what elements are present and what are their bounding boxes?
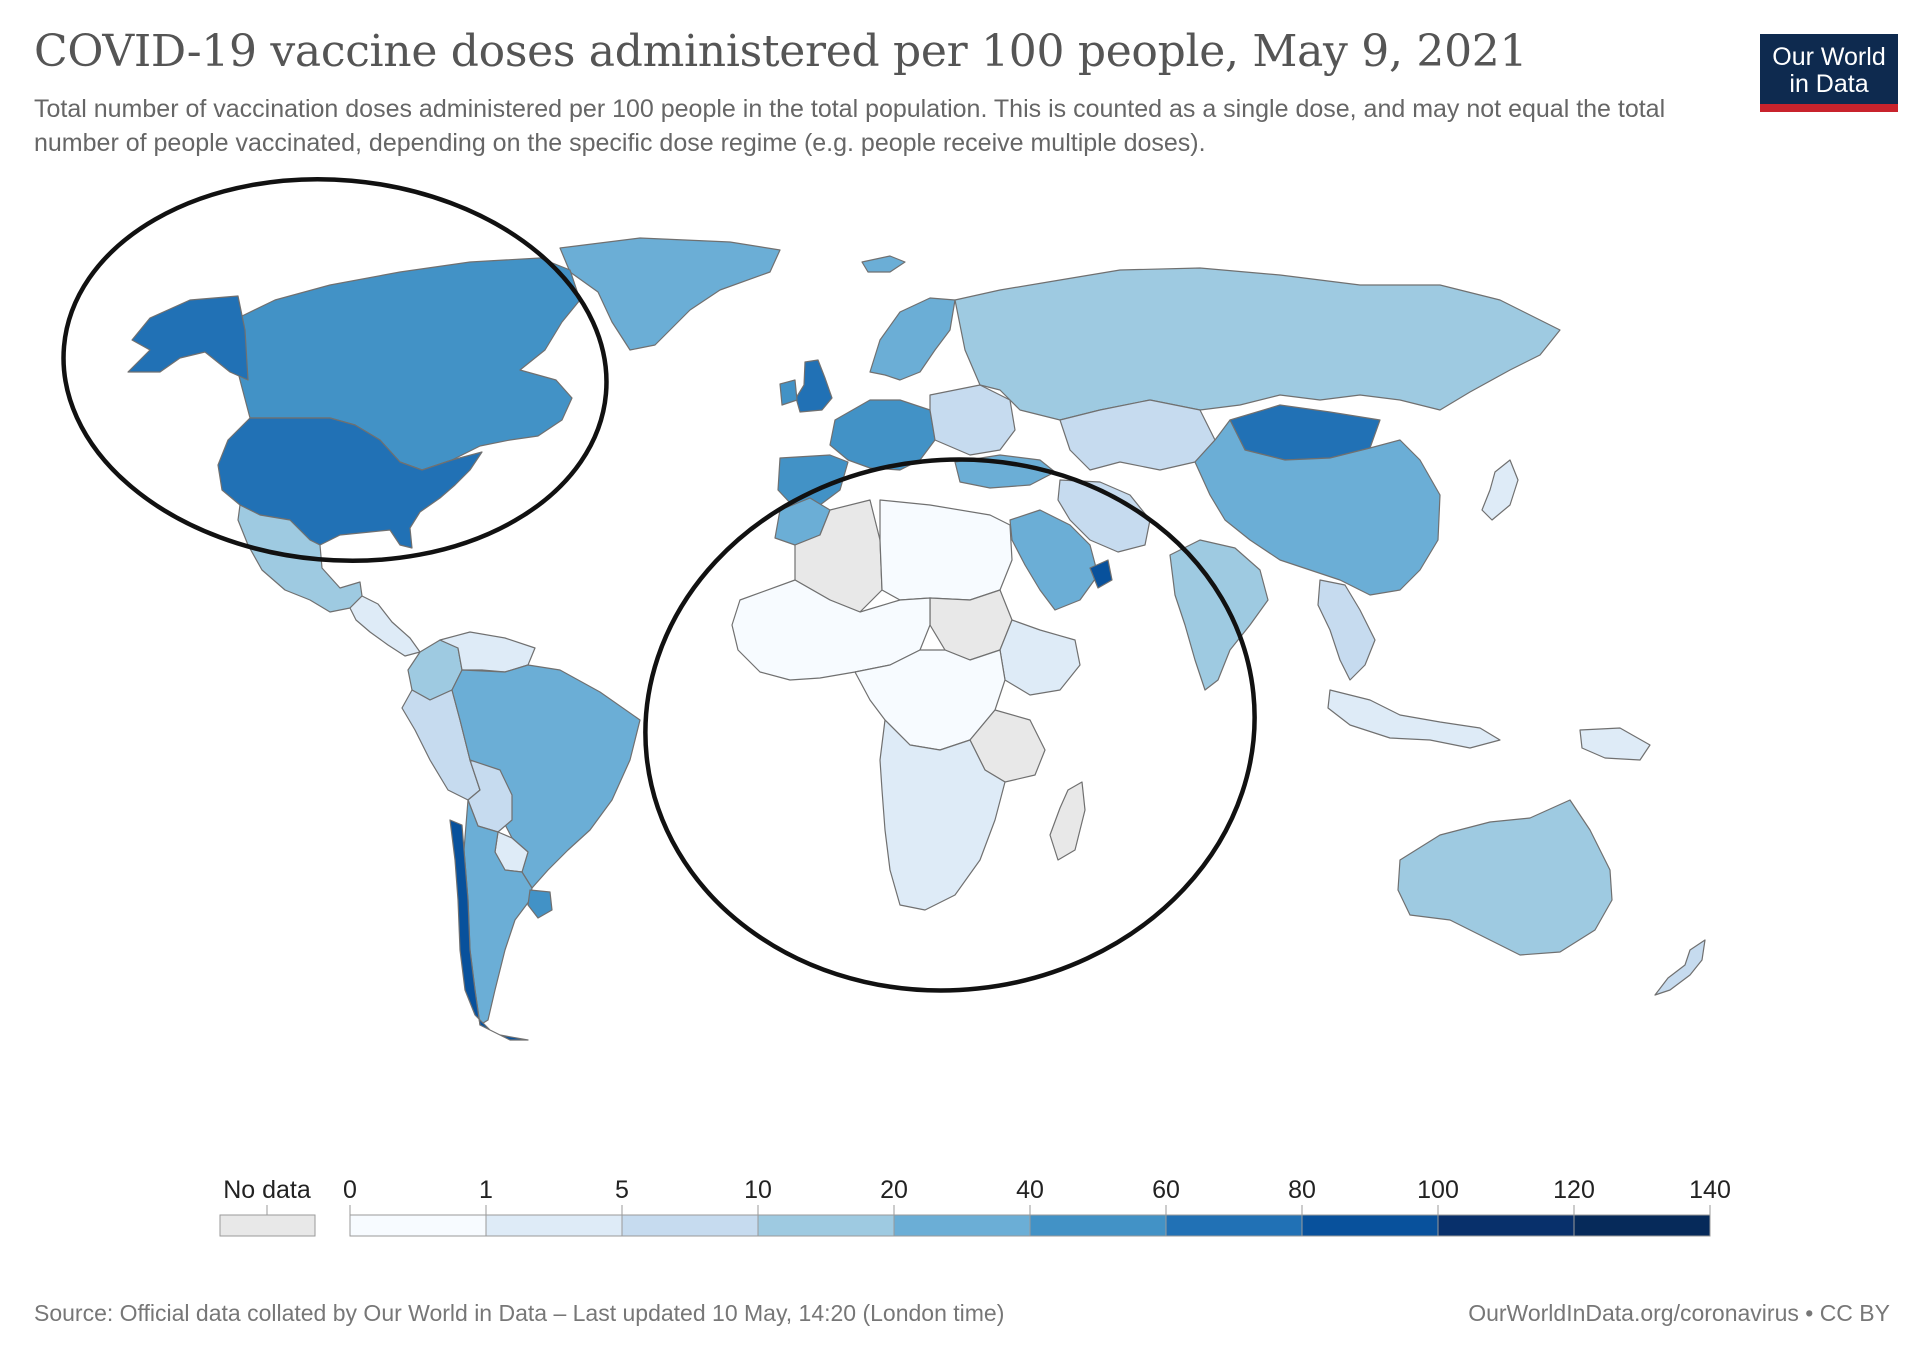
- region-uk[interactable]: [795, 359, 833, 413]
- region-australia[interactable]: [1397, 799, 1613, 956]
- region-southeast-asia[interactable]: [1317, 579, 1376, 681]
- region-madagascar[interactable]: [1049, 781, 1086, 861]
- source-note: Source: Official data collated by Our Wo…: [34, 1300, 1005, 1326]
- legend-bin: [1437, 1214, 1575, 1237]
- region-new-zealand[interactable]: [1654, 939, 1706, 996]
- legend-bin: [1301, 1214, 1439, 1237]
- legend-tick-label: 140: [1689, 1176, 1731, 1204]
- region-uruguay[interactable]: [527, 889, 553, 919]
- region-western-europe[interactable]: [829, 399, 936, 471]
- legend-no-data-swatch: [219, 1214, 316, 1237]
- logo-line-1: Our World: [1772, 43, 1886, 71]
- region-ireland[interactable]: [779, 379, 798, 406]
- legend-tick-label: 80: [1288, 1176, 1316, 1204]
- region-eastern-europe[interactable]: [929, 384, 1016, 456]
- region-india[interactable]: [1169, 539, 1269, 691]
- world-map: [61, 176, 1706, 1041]
- legend-tick-label: 10: [744, 1176, 772, 1204]
- region-north-africa[interactable]: [879, 499, 1013, 601]
- annotation-circle-north-america: [61, 176, 609, 564]
- region-ethiopia[interactable]: [999, 619, 1081, 696]
- region-iberia[interactable]: [777, 454, 849, 506]
- region-scandinavia[interactable]: [869, 297, 956, 381]
- legend-bin: [485, 1214, 623, 1237]
- legend-bin: [757, 1214, 895, 1237]
- region-central-america[interactable]: [349, 595, 421, 657]
- owid-logo[interactable]: Our World in Data: [1760, 34, 1898, 112]
- region-iceland[interactable]: [861, 255, 906, 273]
- chart-title: COVID-19 vaccine doses administered per …: [34, 26, 1528, 77]
- legend-bin: [349, 1214, 487, 1237]
- legend-tick-label: 1: [479, 1176, 493, 1204]
- legend-bin: [1165, 1214, 1303, 1237]
- region-chile[interactable]: [449, 819, 529, 1041]
- legend-tick-label: 60: [1152, 1176, 1180, 1204]
- region-iran[interactable]: [1057, 479, 1151, 553]
- legend-tick-label: 5: [615, 1176, 629, 1204]
- legend-bin: [893, 1214, 1031, 1237]
- region-turkey[interactable]: [954, 454, 1056, 489]
- region-saudi-arabia[interactable]: [1009, 509, 1099, 611]
- legend-bin: [1573, 1214, 1711, 1237]
- credit-link[interactable]: OurWorldInData.org/coronavirus • CC BY: [1468, 1300, 1890, 1326]
- region-china[interactable]: [1194, 419, 1441, 596]
- chart-subtitle: Total number of vaccination doses admini…: [34, 95, 1666, 157]
- region-japan[interactable]: [1481, 459, 1519, 521]
- legend-tick-label: 0: [343, 1176, 357, 1204]
- region-greenland[interactable]: [559, 237, 781, 351]
- logo-line-2: in Data: [1789, 70, 1869, 98]
- legend-tick-label: 40: [1016, 1176, 1044, 1204]
- region-alaska[interactable]: [127, 295, 249, 381]
- annotation-circle-africa: [643, 457, 1257, 993]
- legend-no-data-label: No data: [223, 1176, 311, 1204]
- region-russia[interactable]: [954, 267, 1561, 421]
- region-southern-africa[interactable]: [879, 719, 1006, 911]
- region-indonesia[interactable]: [1327, 689, 1501, 749]
- legend-tick-label: 120: [1553, 1176, 1595, 1204]
- legend-bin: [621, 1214, 759, 1237]
- region-uae[interactable]: [1089, 559, 1113, 589]
- legend-tick-label: 20: [880, 1176, 908, 1204]
- region-png[interactable]: [1579, 727, 1651, 761]
- color-legend: No data 0 1 5 10 20 40 60 80 100 120 140: [219, 1176, 1731, 1237]
- legend-tick-label: 100: [1417, 1176, 1459, 1204]
- legend-bin: [1029, 1214, 1167, 1237]
